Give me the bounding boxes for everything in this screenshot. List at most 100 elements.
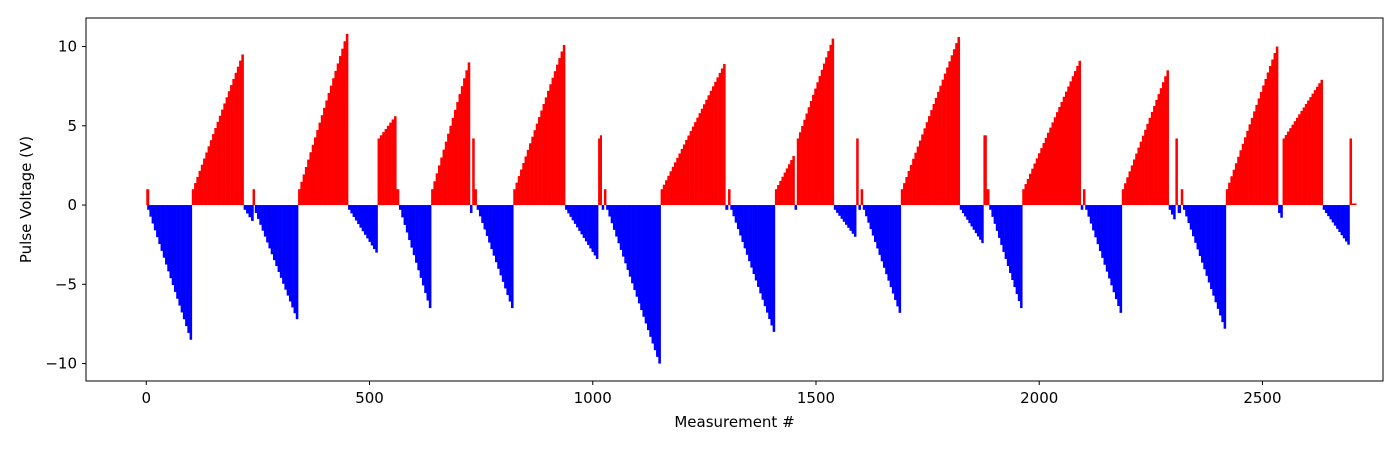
bar — [918, 140, 922, 206]
bar — [151, 205, 155, 224]
bar — [1128, 171, 1132, 206]
bar — [526, 149, 530, 206]
bar — [444, 141, 448, 206]
bar — [946, 67, 949, 206]
bar — [1311, 93, 1315, 206]
bar — [515, 182, 519, 206]
bar — [1214, 205, 1218, 303]
bar — [1280, 205, 1283, 218]
bar — [415, 205, 418, 263]
bar — [270, 205, 274, 255]
bar — [173, 205, 177, 292]
bar — [1087, 205, 1091, 217]
bar — [176, 205, 179, 299]
bar — [221, 109, 224, 206]
bar — [1040, 148, 1043, 206]
bar — [903, 183, 906, 206]
bar — [494, 205, 498, 263]
bar — [1237, 156, 1240, 206]
bar — [1329, 205, 1332, 220]
bar — [930, 110, 933, 206]
bar — [1273, 53, 1277, 206]
bar — [535, 123, 539, 206]
bar — [386, 125, 390, 206]
bar — [261, 205, 265, 231]
bar — [1223, 205, 1227, 329]
bar — [1219, 205, 1222, 316]
bar — [741, 205, 744, 242]
bar — [504, 205, 507, 289]
bar — [700, 108, 704, 206]
bar — [1148, 117, 1152, 206]
bar — [923, 128, 927, 206]
bar — [1089, 205, 1093, 224]
bar — [676, 157, 679, 206]
bar — [680, 148, 684, 206]
bar — [492, 205, 496, 256]
bar — [573, 205, 577, 224]
bar — [1101, 205, 1104, 258]
bar — [1017, 205, 1021, 302]
bar — [1168, 205, 1172, 210]
bar — [431, 189, 434, 206]
bar — [619, 205, 623, 250]
bar — [662, 184, 666, 206]
bar — [649, 205, 652, 337]
bar — [1264, 78, 1268, 206]
bar — [1132, 159, 1136, 206]
bar — [1349, 138, 1353, 206]
bar — [300, 181, 303, 206]
bar — [540, 110, 543, 206]
bar — [1164, 76, 1167, 206]
bar — [1180, 189, 1184, 206]
y-tick-label: 0 — [67, 196, 77, 214]
bar — [382, 132, 385, 206]
bar — [447, 133, 450, 206]
bar — [428, 205, 432, 309]
bar — [1073, 71, 1077, 206]
bar — [180, 205, 184, 313]
bar — [373, 205, 376, 250]
bar — [307, 159, 310, 206]
bar — [377, 138, 381, 206]
bar — [714, 81, 717, 206]
bar — [207, 146, 211, 206]
bar — [277, 205, 281, 272]
bar — [323, 107, 326, 206]
bar — [437, 165, 441, 206]
bar — [1257, 98, 1261, 206]
bar — [234, 72, 238, 206]
bar — [320, 115, 324, 206]
bar — [972, 205, 976, 230]
bar — [694, 122, 697, 206]
bar — [263, 205, 267, 237]
bar — [218, 115, 222, 206]
bar — [1278, 205, 1281, 213]
bar — [691, 126, 695, 206]
bar — [542, 103, 546, 206]
bar — [1144, 129, 1147, 206]
bar — [1146, 123, 1149, 206]
bar — [1205, 205, 1209, 276]
bar — [1331, 205, 1335, 223]
bar — [858, 205, 861, 210]
bar — [227, 91, 231, 206]
bar — [1185, 205, 1188, 217]
bar — [359, 205, 362, 228]
bar — [615, 205, 618, 237]
bar — [991, 205, 994, 217]
bar — [1187, 205, 1191, 224]
bar — [658, 205, 661, 364]
bar — [608, 205, 611, 217]
bar — [476, 205, 480, 210]
bar — [696, 117, 699, 206]
bar — [916, 146, 920, 206]
bar — [979, 205, 982, 240]
bar — [460, 86, 464, 206]
bar — [1282, 138, 1286, 206]
bar — [845, 205, 848, 225]
bar — [483, 205, 487, 230]
bar — [1194, 205, 1197, 243]
bar — [1320, 79, 1324, 206]
